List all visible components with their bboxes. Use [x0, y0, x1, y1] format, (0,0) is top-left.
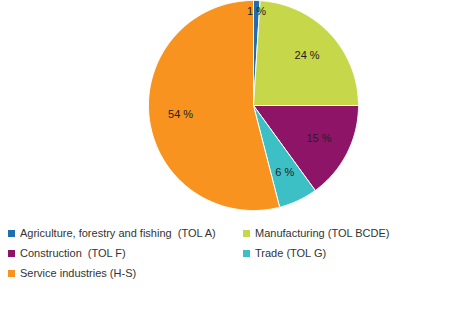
html-text:Agriculture, forestry and fish: Agriculture, forestry and fishing (TOL A…	[20, 227, 216, 239]
svg-text:6 %: 6 %	[275, 166, 294, 178]
html-text:Manufacturing (TOL BCDE): Manufacturing (TOL BCDE)	[255, 227, 390, 239]
html-text:Construction (TOL F): Construction (TOL F)	[20, 247, 126, 259]
svg-text:54 %: 54 %	[168, 108, 193, 120]
svg-text:1 %: 1 %	[247, 5, 266, 17]
svg-text:24 %: 24 %	[295, 49, 320, 61]
svg-text:15 %: 15 %	[306, 132, 331, 144]
html-text:Service industries (H-S): Service industries (H-S)	[20, 267, 137, 279]
html-text:Trade (TOL G): Trade (TOL G)	[255, 247, 327, 259]
